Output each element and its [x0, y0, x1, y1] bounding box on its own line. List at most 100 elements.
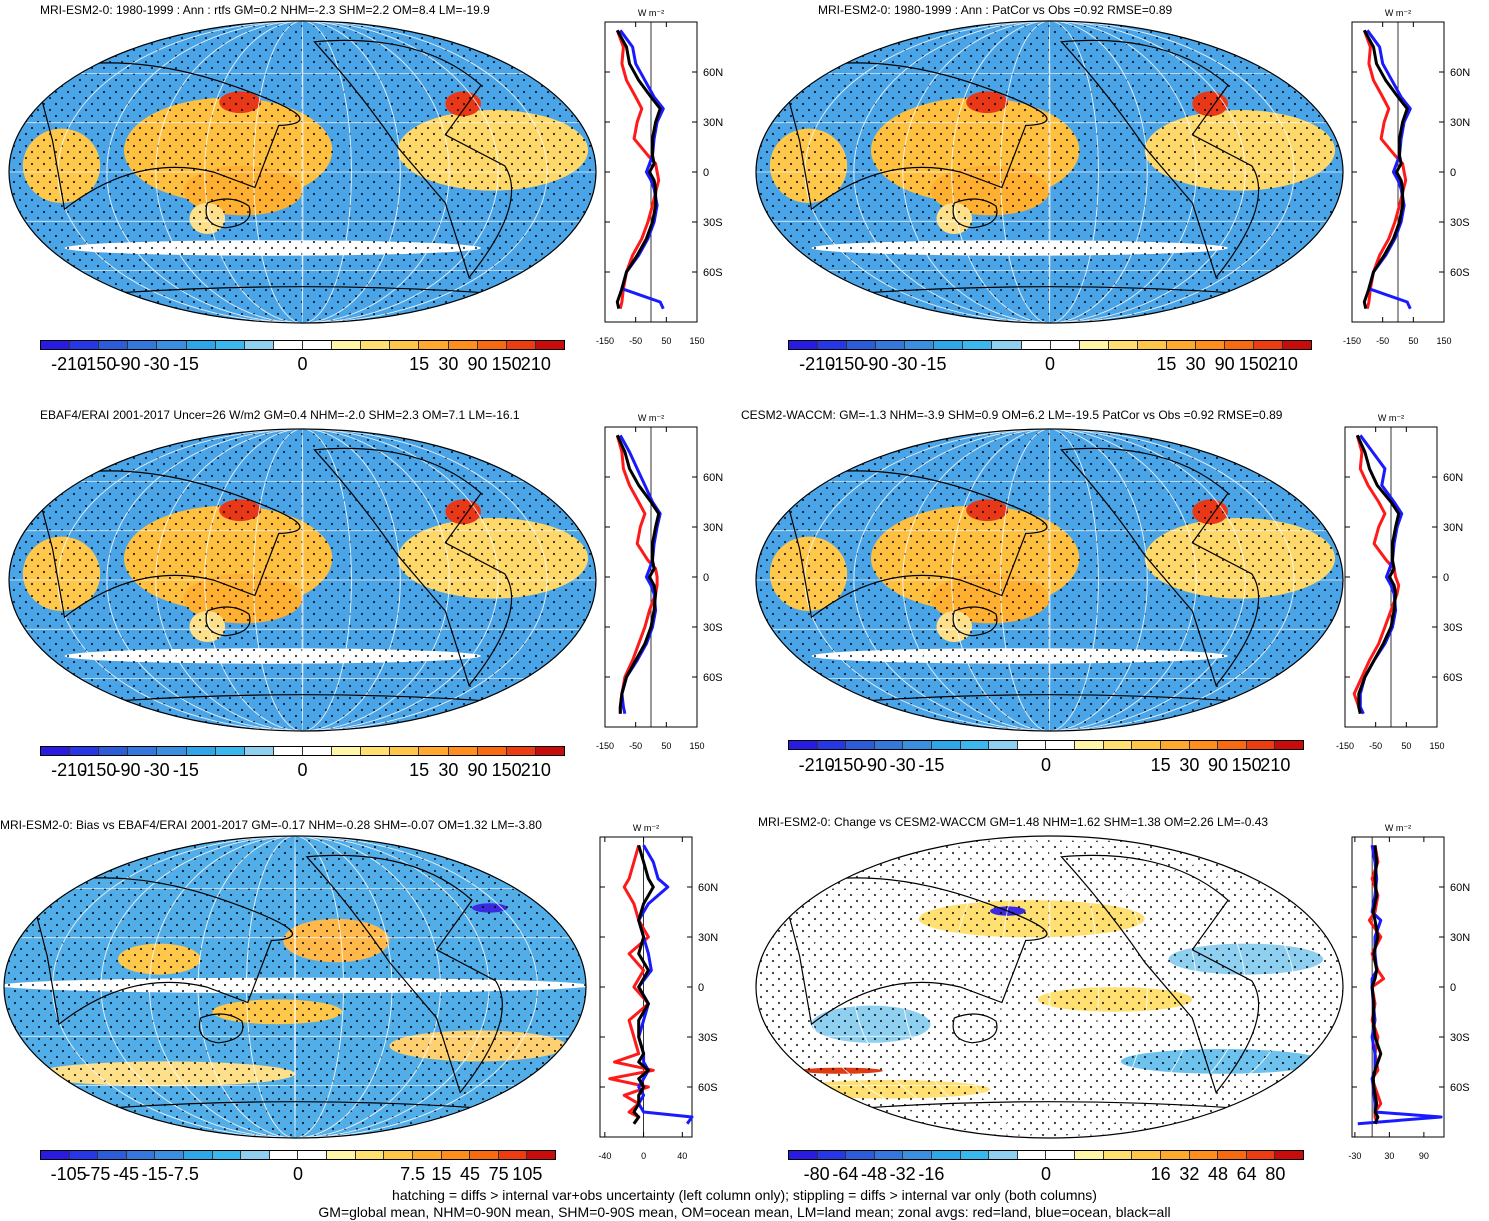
- colorbar-swatch: [535, 747, 564, 755]
- colorbar-swatch: [99, 747, 129, 755]
- panel-3-colorbar-labels: -210 -150 -90 -30 -15 0 15 30 90 150 210: [40, 760, 565, 782]
- colorbar-tick-label: -15: [918, 755, 945, 775]
- zonal-ytick-label: 30S: [703, 622, 723, 634]
- colorbar-tick-label: 80: [1265, 1164, 1286, 1184]
- panel-5-colorbar-labels: -105 -75 -45 -15 -7.5 0 7.5 15 45 75 105: [40, 1164, 556, 1186]
- colorbar-swatch: [1079, 341, 1109, 349]
- panel-1-map: [8, 20, 597, 324]
- panel-3-colorbar: [40, 746, 565, 756]
- map-coastlines: [781, 39, 1276, 297]
- colorbar-swatch: [1275, 1151, 1303, 1159]
- colorbar-swatch: [1189, 1151, 1219, 1159]
- colorbar-swatch: [1021, 341, 1051, 349]
- colorbar-tick-label: 210: [1267, 354, 1298, 374]
- panel-4-title: CESM2-WACCM: GM=-1.3 NHM=-3.9 SHM=0.9 OM…: [741, 408, 1283, 422]
- colorbar-tick-label: 105: [512, 1164, 543, 1184]
- colorbar-tick-label: -48: [860, 1164, 888, 1184]
- colorbar-tick-label: -30: [889, 755, 916, 775]
- colorbar-tick-label: 0: [297, 760, 308, 780]
- colorbar-swatch: [1195, 341, 1225, 349]
- colorbar-swatch: [876, 341, 906, 349]
- colorbar-swatch: [361, 747, 391, 755]
- zonal-ytick-label: 0: [1450, 982, 1456, 994]
- zonal-ocean-line: [1357, 845, 1443, 1126]
- colorbar-swatch: [846, 741, 875, 749]
- colorbar-swatch: [960, 741, 990, 749]
- colorbar-swatch: [157, 747, 187, 755]
- panel-2-zonal-plot: W m⁻² -150 -50 50 150 60N 30N 0 30S 60S: [1343, 8, 1470, 346]
- zonal-land-line: [608, 844, 655, 1125]
- colorbar-swatch: [419, 747, 449, 755]
- zonal-ytick-label: 60S: [698, 1082, 718, 1094]
- colorbar-tick-label: 7.5: [400, 1164, 426, 1184]
- colorbar-swatch: [302, 341, 333, 349]
- zonal-xtick-label: 30: [1384, 1151, 1394, 1161]
- colorbar-tick-label: 210: [520, 760, 551, 780]
- zonal-all-line: [1355, 434, 1401, 715]
- panel-3-title: EBAF4/ERAI 2001-2017 Uncer=26 W/m2 GM=0.…: [40, 408, 520, 422]
- zonal-all-line: [1370, 845, 1383, 1125]
- zonal-xtick-label: 50: [661, 741, 671, 751]
- zonal-ytick-label: 60S: [703, 672, 723, 684]
- zonal-ytick-label: 30S: [703, 217, 723, 229]
- map-coastlines: [34, 447, 529, 705]
- colorbar-tick-label: 30: [438, 760, 459, 780]
- colorbar-swatch: [817, 741, 847, 749]
- zonal-xtick-label: 50: [661, 336, 671, 346]
- colorbar-swatch: [506, 341, 536, 349]
- map-outline: [3, 835, 587, 1139]
- panel-5-title: MRI-ESM2-0: Bias vs EBAF4/ERAI 2001-2017…: [0, 818, 542, 832]
- panel-2-colorbar-labels: -210 -150 -90 -30 -15 0 15 30 90 150 210: [788, 354, 1312, 376]
- colorbar-swatch: [1075, 1151, 1104, 1159]
- colorbar-tick-label: 150: [1238, 354, 1269, 374]
- colorbar-swatch: [963, 341, 993, 349]
- panel-5-map: [3, 835, 587, 1139]
- panel-1-title: MRI-ESM2-0: 1980-1999 : Ann : rtfs GM=0.…: [40, 3, 490, 17]
- colorbar-tick-label: -15: [141, 1164, 168, 1184]
- zonal-ytick-label: 30S: [1443, 622, 1463, 634]
- zonal-xtick-label: 90: [1419, 1151, 1429, 1161]
- colorbar-swatch: [70, 747, 100, 755]
- colorbar-swatch: [126, 1151, 156, 1159]
- panel-3-map: [8, 428, 597, 732]
- colorbar-swatch: [1160, 1151, 1190, 1159]
- colorbar-tick-label: -150: [80, 760, 117, 780]
- colorbar-tick-label: -90: [114, 354, 141, 374]
- map-outline: [8, 428, 597, 732]
- panel-6-colorbar: [788, 1150, 1304, 1160]
- colorbar-swatch: [992, 341, 1022, 349]
- colorbar-swatch: [128, 341, 158, 349]
- colorbar-swatch: [817, 1151, 847, 1159]
- zonal-xtick-label: -30: [1348, 1151, 1361, 1161]
- colorbar-swatch: [1283, 341, 1312, 349]
- zonal-xtick-label: -150: [596, 336, 614, 346]
- panel-2-map: [755, 20, 1344, 324]
- panel-2-colorbar: [788, 340, 1312, 350]
- colorbar-swatch: [989, 741, 1018, 749]
- zonal-ytick-label: 30N: [1443, 522, 1463, 534]
- colorbar-swatch: [41, 341, 71, 349]
- colorbar-swatch: [1137, 341, 1167, 349]
- zonal-land-line: [615, 434, 659, 714]
- zonal-xtick-label: 150: [1436, 336, 1451, 346]
- colorbar-tick-label: -90: [860, 755, 888, 775]
- zonal-all-line: [632, 844, 655, 1125]
- zonal-xtick-label: 40: [677, 1151, 687, 1161]
- panel-1-colorbar-labels: -210 -150 -90 -30 -15 0 15 30 90 150 210: [40, 354, 565, 376]
- colorbar-swatch: [1050, 341, 1080, 349]
- colorbar-tick-label: -80: [803, 1164, 830, 1184]
- zonal-xtick-label: -150: [1336, 741, 1354, 751]
- map-outline: [755, 428, 1344, 732]
- panel-6-title: MRI-ESM2-0: Change vs CESM2-WACCM GM=1.4…: [758, 815, 1269, 829]
- zonal-ytick-label: 30S: [698, 1032, 718, 1044]
- colorbar-swatch: [789, 741, 818, 749]
- colorbar-swatch: [332, 747, 362, 755]
- zonal-xtick-label: 150: [1429, 741, 1444, 751]
- zonal-ytick-label: 60N: [1443, 472, 1463, 484]
- colorbar-tick-label: 150: [1231, 755, 1262, 775]
- zonal-ytick-label: 30N: [698, 932, 718, 944]
- zonal-frame: [1351, 836, 1445, 1138]
- zonal-unit-label: W m⁻²: [638, 413, 664, 423]
- colorbar-swatch: [241, 1151, 270, 1159]
- colorbar-swatch: [1254, 341, 1284, 349]
